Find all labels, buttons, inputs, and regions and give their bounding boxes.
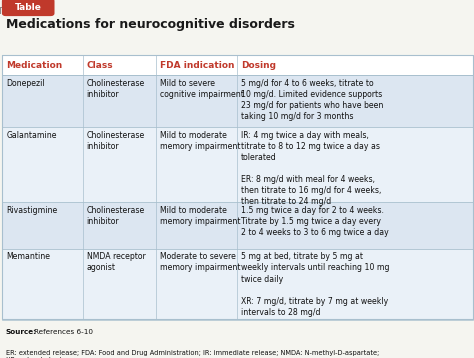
Text: Mild to moderate
memory impairment: Mild to moderate memory impairment — [160, 131, 241, 151]
Text: 5 mg/d for 4 to 6 weeks, titrate to
10 mg/d. Limited evidence supports
23 mg/d f: 5 mg/d for 4 to 6 weeks, titrate to 10 m… — [241, 79, 383, 121]
Text: Source:: Source: — [6, 329, 36, 335]
Bar — [2, 202, 473, 249]
Text: Dosing: Dosing — [241, 61, 276, 70]
Text: References 6-10: References 6-10 — [34, 329, 93, 335]
Text: ER: extended release; FDA: Food and Drug Administration; IR: immediate release; : ER: extended release; FDA: Food and Drug… — [6, 350, 379, 358]
Bar — [2, 55, 473, 319]
Text: Moderate to severe
memory impairment: Moderate to severe memory impairment — [160, 252, 241, 272]
Text: Galantamine: Galantamine — [6, 131, 57, 140]
Text: Cholinesterase
inhibitor: Cholinesterase inhibitor — [87, 206, 145, 226]
Text: Class: Class — [87, 61, 113, 70]
Text: FDA indication: FDA indication — [160, 61, 235, 70]
Text: Table: Table — [15, 3, 42, 12]
Text: Medication: Medication — [6, 61, 63, 70]
Text: Cholinesterase
inhibitor: Cholinesterase inhibitor — [87, 131, 145, 151]
Bar — [2, 75, 473, 127]
Bar — [2, 55, 473, 75]
Text: Cholinesterase
inhibitor: Cholinesterase inhibitor — [87, 79, 145, 99]
Text: Memantine: Memantine — [6, 252, 50, 261]
Text: Rivastigmine: Rivastigmine — [6, 206, 57, 215]
Text: Mild to moderate
memory impairment: Mild to moderate memory impairment — [160, 206, 241, 226]
Text: Donepezil: Donepezil — [6, 79, 45, 88]
Text: 5 mg at bed, titrate by 5 mg at
weekly intervals until reaching 10 mg
twice dail: 5 mg at bed, titrate by 5 mg at weekly i… — [241, 252, 389, 317]
Bar — [2, 127, 473, 202]
Text: 1.5 mg twice a day for 2 to 4 weeks.
Titrate by 1.5 mg twice a day every
2 to 4 : 1.5 mg twice a day for 2 to 4 weeks. Tit… — [241, 206, 389, 237]
Text: NMDA receptor
agonist: NMDA receptor agonist — [87, 252, 146, 272]
Text: Mild to severe
cognitive impairment: Mild to severe cognitive impairment — [160, 79, 244, 99]
Text: Medications for neurocognitive disorders: Medications for neurocognitive disorders — [6, 18, 294, 31]
Bar — [2, 249, 473, 319]
Text: IR: 4 mg twice a day with meals,
titrate to 8 to 12 mg twice a day as
tolerated
: IR: 4 mg twice a day with meals, titrate… — [241, 131, 381, 206]
FancyBboxPatch shape — [2, 0, 55, 16]
